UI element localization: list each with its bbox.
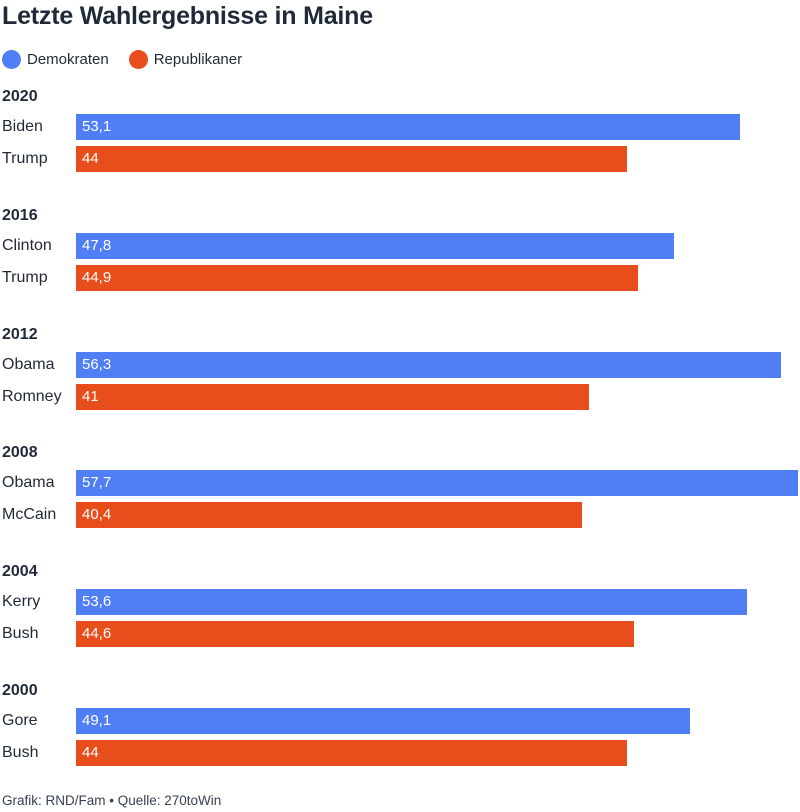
bar-2016-trump: 44,9 (76, 264, 638, 291)
candidate-label: Bush (2, 744, 39, 761)
bar-2008-mccain: 40,4 (76, 502, 582, 529)
legend-swatch-democrats (2, 50, 21, 69)
bar-value-label: 44,6 (82, 625, 112, 643)
candidate-label: Bush (2, 625, 39, 643)
candidate-label: Gore (2, 712, 38, 729)
legend-item-republicans: Republikaner (128, 50, 243, 69)
candidate-label: Trump (2, 150, 48, 167)
year-heading-2020: 2020 (2, 88, 38, 105)
bar-value-label: 44 (82, 150, 99, 167)
year-heading-2004: 2004 (2, 563, 38, 581)
bar-value-label: 53,6 (82, 593, 112, 611)
candidate-label: Romney (2, 387, 62, 405)
candidate-label: Obama (2, 474, 55, 492)
bar-value-label: 44,9 (82, 268, 112, 286)
bar-2012-romney: 41 (76, 383, 589, 410)
bar-2016-clinton: 47,8 (76, 232, 675, 259)
bar-value-label: 56,3 (82, 355, 112, 373)
bar-value-label: 44 (82, 744, 99, 761)
candidate-label: Obama (2, 355, 55, 373)
bar-value-label: 40,4 (82, 506, 112, 524)
bar-2020-trump: 44 (76, 146, 627, 172)
chart-title: Letzte Wahlergebnisse in Maine (2, 2, 373, 30)
legend-label-republicans: Republikaner (153, 51, 243, 68)
bar-2004-bush: 44,6 (76, 621, 635, 648)
bar-value-label: 57,7 (82, 474, 112, 492)
bar-value-label: 53,1 (82, 118, 112, 135)
legend-swatch-republicans (128, 50, 148, 69)
bar-value-label: 47,8 (82, 236, 112, 254)
legend-label-democrats: Demokraten (27, 51, 109, 68)
year-heading-2000: 2000 (2, 682, 38, 699)
candidate-label: Clinton (2, 236, 52, 254)
bar-value-label: 41 (82, 387, 99, 405)
bar-value-label: 49,1 (82, 712, 112, 729)
year-heading-2008: 2008 (2, 444, 38, 462)
legend-item-democrats: Demokraten (2, 50, 109, 69)
legend: Demokraten Republikaner (2, 50, 262, 69)
bar-2020-biden: 53,1 (76, 114, 741, 140)
year-heading-2012: 2012 (2, 325, 38, 343)
bar-2000-gore: 49,1 (76, 708, 691, 734)
candidate-label: Trump (2, 268, 48, 286)
bar-2000-bush: 44 (76, 740, 627, 766)
candidate-label: Biden (2, 118, 43, 135)
bar-2004-kerry: 53,6 (76, 589, 747, 616)
year-heading-2016: 2016 (2, 206, 38, 224)
bar-2008-obama: 57,7 (76, 470, 798, 497)
candidate-label: McCain (2, 506, 57, 524)
source-note: Grafik: RND/Fam • Quelle: 270toWin (2, 793, 222, 808)
candidate-label: Kerry (2, 593, 41, 611)
bar-2012-obama: 56,3 (76, 351, 781, 378)
